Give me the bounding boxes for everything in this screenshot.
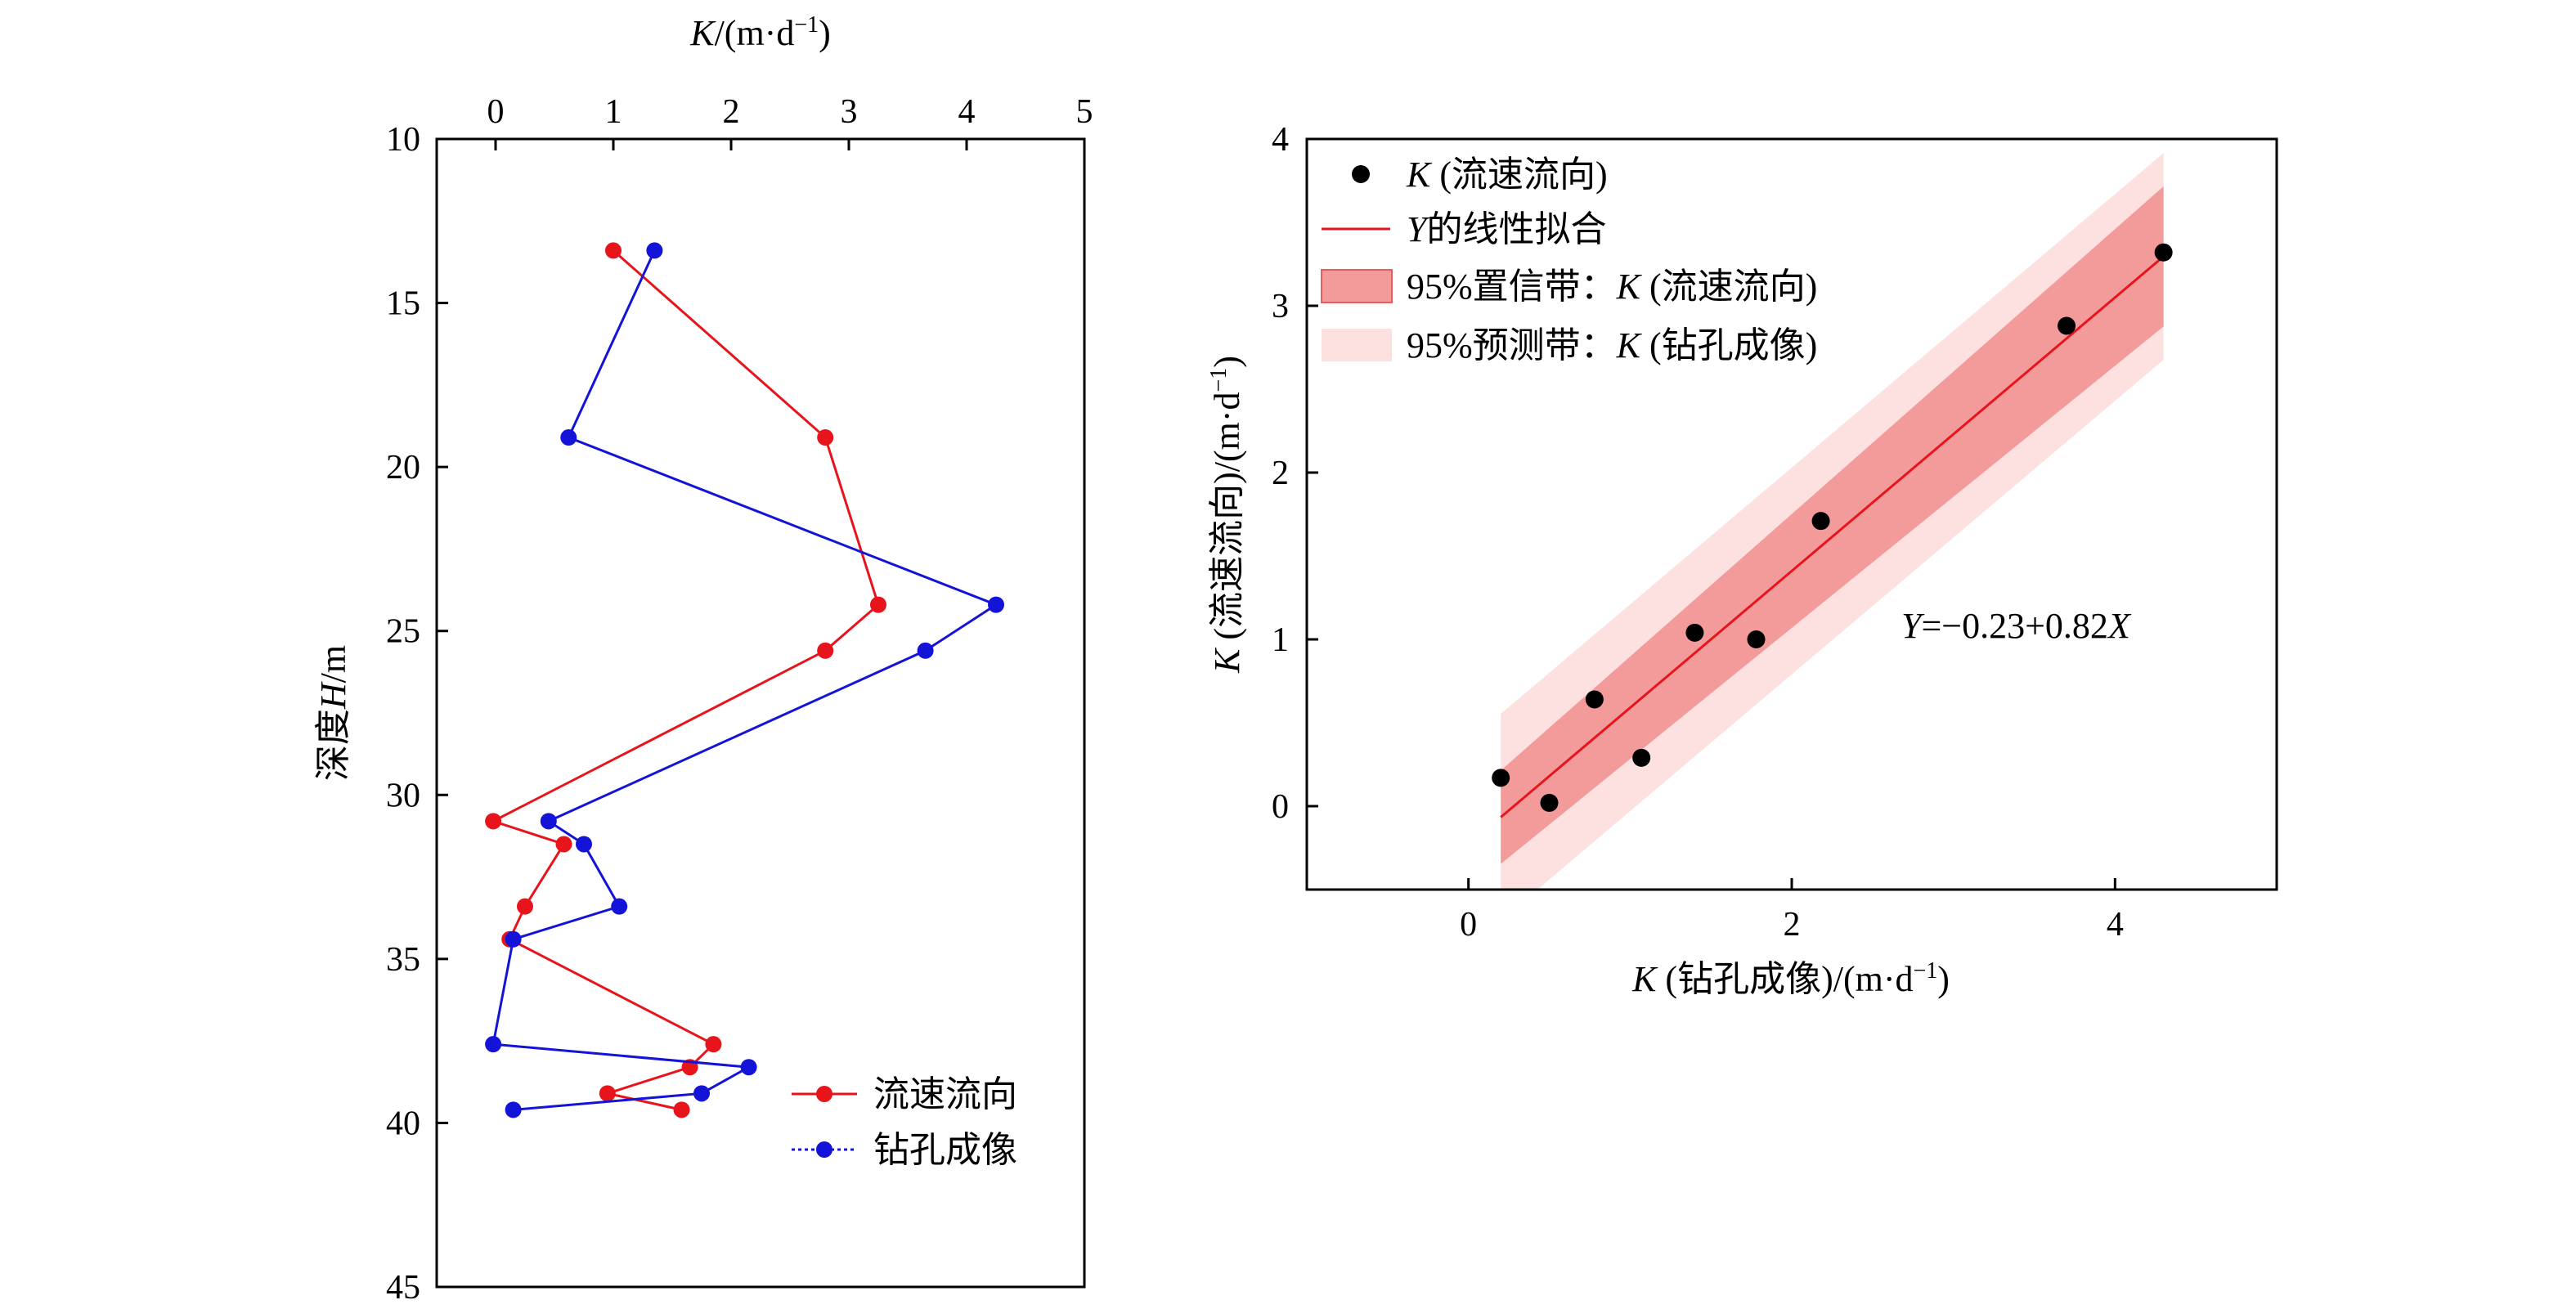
left-x-tick-label: 4 (958, 93, 976, 131)
series-point-0 (485, 813, 502, 830)
left-y-tick-label: 45 (386, 1269, 420, 1307)
right-x-axis-label: K (钻孔成像)/(m·d−1) (1631, 958, 1950, 999)
right-y-tick-label: 4 (1272, 121, 1289, 159)
series-point-0 (599, 1085, 616, 1102)
series-point-0 (555, 836, 572, 853)
legend-confidence-swatch (1321, 269, 1393, 303)
left-y-tick-label: 15 (386, 285, 420, 323)
left-x-tick-label: 3 (841, 93, 858, 131)
right-y-tick-label: 1 (1272, 621, 1289, 659)
series-point-0 (817, 429, 834, 446)
scatter-point (1540, 793, 1559, 812)
right-x-tick-label: 4 (2107, 906, 2124, 944)
left-y-tick-label: 35 (386, 941, 420, 979)
scatter-point (1811, 512, 1830, 531)
left-plot-frame (435, 137, 1086, 1289)
left-y-tick-label: 25 (386, 613, 420, 651)
legend-label-prediction: 95%预测带：K (钻孔成像) (1407, 325, 1817, 365)
right-y-tick-label: 0 (1272, 788, 1289, 826)
scatter-point (1747, 630, 1766, 648)
legend-prediction-swatch (1322, 329, 1392, 361)
regression-chart: 0 2 4 0 1 2 3 4 K (钻孔成像)/(m·d−1) K (流速流向)/(m·d−… (1206, 121, 2278, 999)
legend-marker-1 (816, 1141, 832, 1158)
right-y-tick-label: 3 (1272, 288, 1289, 325)
series-point-1 (693, 1085, 710, 1102)
legend-point-marker (1352, 165, 1370, 183)
right-bands-layer (1501, 153, 2164, 890)
right-x-tick-label: 0 (1460, 906, 1477, 944)
series-point-0 (817, 642, 834, 659)
fit-equation: Y=−0.23+0.82X (1901, 606, 2132, 646)
series-point-0 (870, 596, 886, 613)
scatter-point (2154, 243, 2173, 262)
right-points-layer (1492, 243, 2173, 812)
series-point-0 (517, 898, 533, 915)
series-point-1 (646, 242, 663, 259)
series-point-0 (673, 1101, 690, 1118)
legend-label-1: 钻孔成像 (873, 1130, 1017, 1170)
right-fit-layer (1500, 255, 2165, 818)
left-y-tick-label: 30 (386, 777, 420, 814)
left-x-tick-label: 5 (1076, 93, 1093, 131)
right-y-axis-label: K (流速流向)/(m·d−1) (1206, 356, 1247, 674)
series-point-1 (988, 596, 1004, 613)
scatter-point (1585, 690, 1604, 709)
left-x-tick-label: 2 (723, 93, 740, 131)
series-point-1 (576, 836, 592, 853)
legend-label-points: K (流速流向) (1406, 155, 1608, 195)
scatter-point (1632, 748, 1651, 767)
legend-label-fit: Y的线性拟合 (1407, 209, 1606, 249)
series-point-1 (560, 429, 577, 446)
left-y-tick-label: 20 (386, 449, 420, 486)
legend-label-confidence: 95%置信带：K (流速流向) (1407, 267, 1817, 307)
legend-marker-0 (816, 1086, 832, 1102)
series-point-1 (740, 1059, 757, 1076)
series-line-0 (490, 249, 880, 1111)
confidence-band (1501, 186, 2164, 864)
series-point-1 (917, 642, 934, 659)
left-x-tick-label: 0 (487, 93, 505, 131)
left-y-tick-label: 10 (386, 121, 420, 159)
scatter-point (2058, 316, 2076, 335)
series-point-1 (611, 898, 628, 915)
series-point-1 (485, 1036, 502, 1053)
series-point-1 (505, 1101, 522, 1118)
scatter-point (1492, 769, 1510, 787)
fit-line (1500, 255, 2165, 818)
left-x-axis-label: K/(m·d−1) (689, 12, 831, 53)
series-point-1 (505, 930, 522, 948)
left-x-tick-label: 1 (605, 93, 622, 131)
right-ticks: 0 2 4 0 1 2 3 4 (1272, 121, 2124, 944)
right-x-tick-label: 2 (1784, 906, 1801, 944)
series-point-0 (705, 1036, 722, 1053)
series-line-1 (491, 249, 999, 1111)
left-series-layer (485, 242, 1004, 1118)
scatter-point (1685, 623, 1704, 642)
left-y-axis-label: 深度H/m (313, 645, 353, 781)
series-point-1 (540, 813, 557, 830)
legend-label-0: 流速流向 (873, 1074, 1017, 1114)
series-point-0 (605, 242, 622, 259)
left-y-tick-label: 40 (386, 1105, 420, 1142)
right-y-tick-label: 2 (1272, 455, 1289, 492)
right-legend: K (流速流向) Y的线性拟合 95%置信带：K (流速流向) 95%预测带：K (钻… (1321, 155, 1817, 365)
